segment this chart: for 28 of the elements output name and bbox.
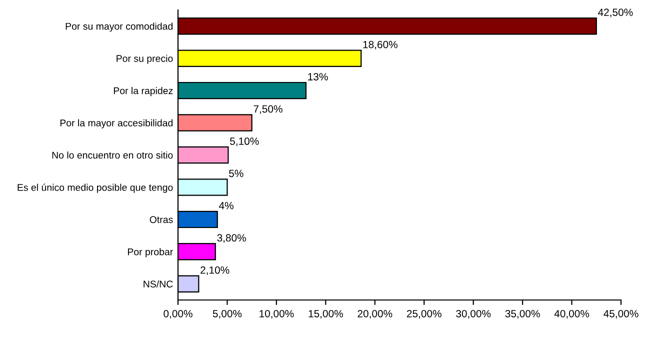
- data-label: 4%: [219, 202, 234, 210]
- data-label: 7,50%: [254, 105, 282, 114]
- data-label: 5%: [229, 170, 244, 178]
- x-tick-label: 45,00%: [604, 310, 638, 319]
- x-tick-label: 30,00%: [456, 310, 491, 319]
- data-label: 5,10%: [230, 138, 259, 146]
- x-tick-label: 40,00%: [554, 310, 590, 319]
- x-tick-label: 0,00%: [164, 310, 192, 319]
- data-label: 18,60%: [363, 40, 398, 50]
- y-tick-label: Por la mayor accesibilidad: [60, 119, 173, 128]
- y-tick-label: Por probar: [128, 248, 173, 258]
- y-tick-label: Otras: [150, 216, 173, 224]
- x-tick-label: 20,00%: [358, 310, 392, 319]
- x-tick-label: 25,00%: [406, 310, 442, 319]
- x-tick-label: 5,00%: [212, 310, 242, 319]
- x-tick-label: 35,00%: [505, 310, 540, 319]
- y-tick-label: NS/NC: [144, 280, 173, 288]
- data-label: 13%: [308, 73, 328, 80]
- data-label: 2,10%: [200, 266, 230, 276]
- y-tick-label: Es el único medio posible que tengo: [18, 184, 173, 193]
- y-tick-label: Por su precio: [116, 54, 173, 64]
- data-label: 42,50%: [598, 8, 633, 18]
- x-tick-label: 15,00%: [308, 310, 343, 319]
- data-label: 3,80%: [217, 234, 246, 243]
- x-tick-label: 10,00%: [260, 310, 294, 319]
- y-tick-label: Por su mayor comodidad: [66, 22, 173, 32]
- y-tick-label: Por la rapidez: [114, 87, 173, 96]
- y-tick-label: No lo encuentro en otro sitio: [52, 151, 173, 159]
